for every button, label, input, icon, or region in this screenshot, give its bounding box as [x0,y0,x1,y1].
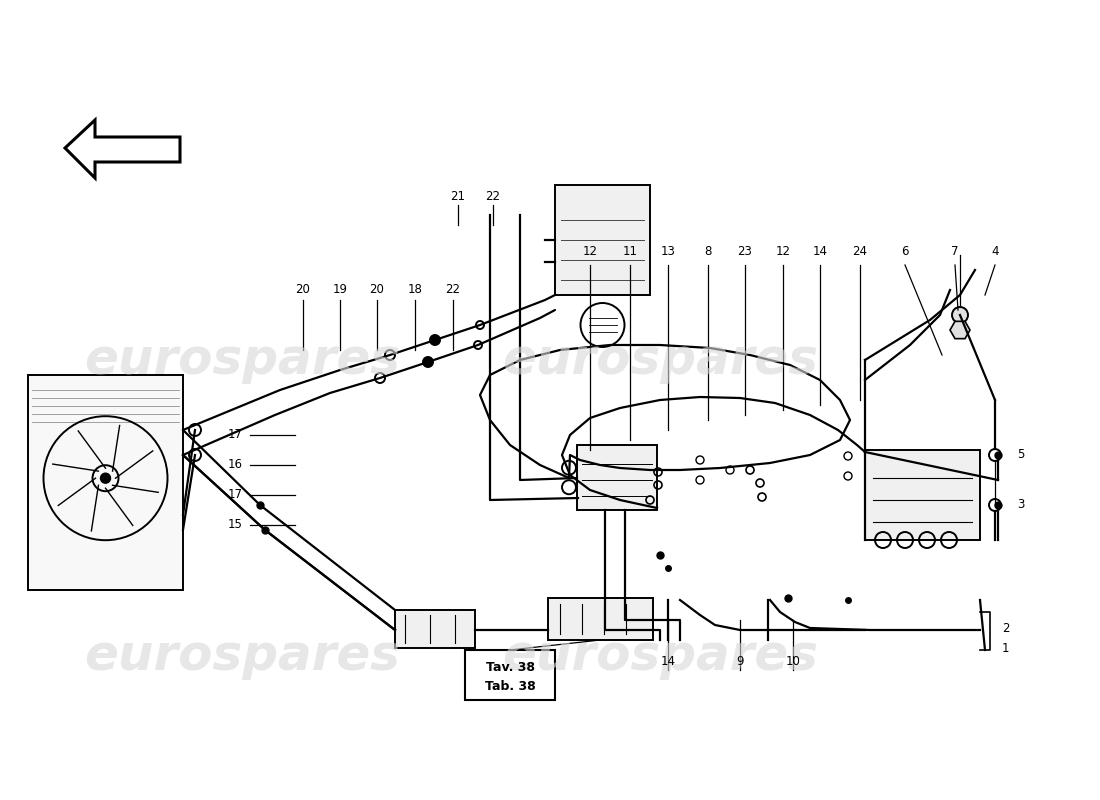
Circle shape [952,307,968,323]
Text: 11: 11 [623,245,638,258]
Text: 7: 7 [952,245,959,258]
Circle shape [100,473,110,483]
Text: 22: 22 [485,190,501,203]
Bar [556,185,650,295]
Text: 15: 15 [228,518,243,531]
Text: 19: 19 [332,283,348,296]
Text: eurospares: eurospares [84,336,400,384]
Text: 16: 16 [228,458,243,471]
Text: 6: 6 [901,245,909,258]
Bar [548,598,653,640]
Text: Tav. 38: Tav. 38 [485,661,535,674]
Text: 13: 13 [661,245,675,258]
Text: 20: 20 [370,283,384,296]
Text: 21: 21 [451,190,465,203]
Text: eurospares: eurospares [502,336,818,384]
Text: 14: 14 [660,655,675,668]
Bar [465,650,556,700]
Polygon shape [950,322,970,338]
Bar [578,445,657,510]
Text: 1: 1 [1002,642,1010,654]
Text: eurospares: eurospares [84,632,400,680]
Polygon shape [65,120,180,178]
Text: 12: 12 [583,245,597,258]
Text: 17: 17 [228,429,243,442]
Text: 12: 12 [776,245,791,258]
Text: 4: 4 [991,245,999,258]
Text: 10: 10 [785,655,801,668]
Text: Tab. 38: Tab. 38 [485,679,536,693]
Text: 18: 18 [408,283,422,296]
Text: 22: 22 [446,283,461,296]
Bar [865,450,980,540]
Text: 8: 8 [704,245,712,258]
Text: 24: 24 [852,245,868,258]
Text: 9: 9 [736,655,744,668]
Text: 2: 2 [1002,622,1010,634]
Text: 17: 17 [228,489,243,502]
Text: eurospares: eurospares [502,632,818,680]
Text: 14: 14 [813,245,827,258]
Text: 3: 3 [1018,498,1024,511]
Bar [28,375,183,590]
Bar [395,610,475,648]
Text: 5: 5 [1018,449,1024,462]
Text: 23: 23 [738,245,752,258]
Text: 20: 20 [296,283,310,296]
